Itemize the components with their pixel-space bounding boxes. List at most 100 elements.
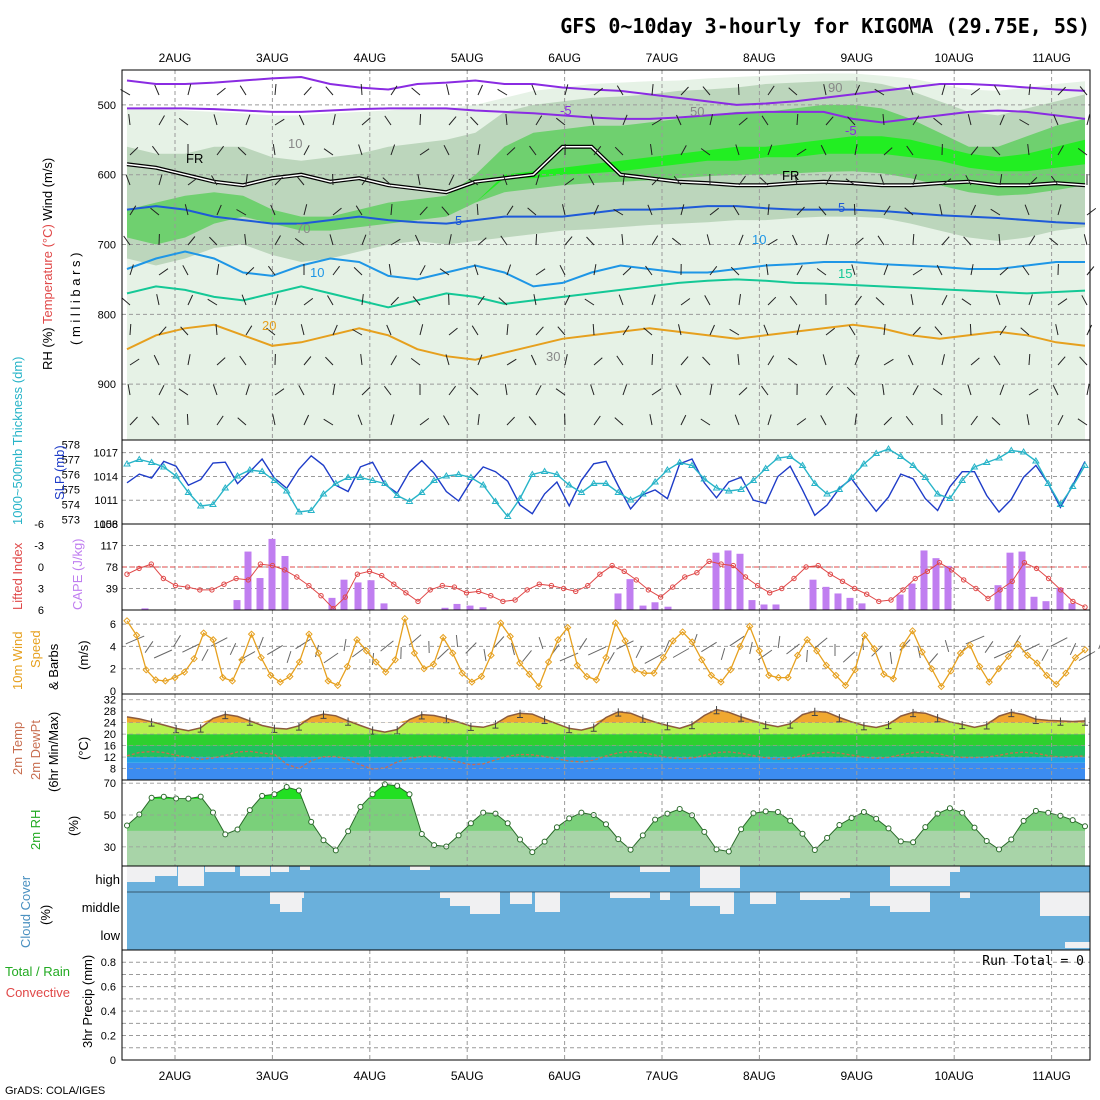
freezing-level-line xyxy=(126,146,1086,193)
thickness-marker xyxy=(442,472,451,479)
cape-bar xyxy=(479,607,487,610)
wind-barb xyxy=(854,414,857,426)
wind-barb xyxy=(700,418,711,426)
wind10m-panel: 6 4 2 0 10m Wind Speed & Barbs (m/s) xyxy=(10,609,1100,698)
wind-barb xyxy=(936,264,943,276)
wind-barb xyxy=(1055,324,1059,336)
wind-speed-marker xyxy=(851,666,859,674)
lifted-index-marker xyxy=(1045,575,1052,582)
wind-barb xyxy=(735,144,740,156)
wind-barb xyxy=(1057,86,1066,96)
wind-barb xyxy=(215,323,218,336)
thickness-marker xyxy=(1031,457,1040,464)
cape-bar xyxy=(908,583,916,610)
cape-bar xyxy=(141,608,149,610)
wind-barb xyxy=(1057,145,1064,156)
cape-tick-label: 117 xyxy=(100,541,118,553)
mid-cloud-block xyxy=(720,892,734,914)
cape-tick-label: 156 xyxy=(100,519,118,531)
thickness-marker xyxy=(491,497,500,504)
lifted-index-marker xyxy=(633,577,639,583)
wind-barb xyxy=(933,117,943,126)
wind-barb xyxy=(559,264,566,276)
wind-barb xyxy=(676,114,682,126)
lifted-index-marker xyxy=(585,582,591,589)
lifted-index-marker xyxy=(294,574,300,580)
wind-speed-marker xyxy=(803,636,811,644)
wind-barb xyxy=(912,385,919,396)
wind-speed-marker xyxy=(688,638,696,646)
low-cloud-block xyxy=(1065,942,1090,948)
wind-barb xyxy=(761,115,769,126)
wind-speed-marker xyxy=(353,636,361,644)
thickness-marker xyxy=(479,481,488,488)
wind-barb xyxy=(995,294,1001,306)
thickness-marker xyxy=(221,484,230,491)
wind-barb xyxy=(332,265,341,276)
wind-barb xyxy=(272,414,276,426)
lifted-index-marker xyxy=(172,582,179,589)
thickness-marker xyxy=(1019,448,1028,455)
wind-barb xyxy=(522,650,532,662)
thickness-marker xyxy=(381,479,389,486)
wind-barb xyxy=(323,148,334,156)
rh2m-marker xyxy=(124,822,130,829)
wind-barb xyxy=(590,384,595,396)
wind-barb xyxy=(984,641,994,653)
wind-barb xyxy=(477,237,487,246)
precip-total-label: Total / Rain xyxy=(5,964,70,979)
li-tick-label: 3 xyxy=(38,584,44,596)
date-label-top: 7AUG xyxy=(646,51,679,65)
wind-barb xyxy=(412,296,421,306)
wind-barb xyxy=(419,324,424,336)
rh2m-marker xyxy=(824,834,831,841)
temp-band xyxy=(127,757,1085,763)
wind-barb xyxy=(993,649,1013,659)
wind-barb xyxy=(355,205,363,216)
wind-barb xyxy=(448,327,458,336)
wind-barb xyxy=(410,357,421,366)
thickness-tick-label: 577 xyxy=(62,455,80,467)
rh2m-marker xyxy=(210,809,216,816)
wind-barb xyxy=(527,207,537,216)
wind-barb xyxy=(1086,114,1091,126)
wind-barb xyxy=(408,634,422,646)
wind-barb xyxy=(361,387,371,396)
wind-barb xyxy=(593,204,599,216)
wind-barb xyxy=(477,295,485,306)
wind-barb xyxy=(883,264,889,276)
pressure-tick-label: 500 xyxy=(98,100,116,112)
rh2m-panel: 70 50 30 2m RH (%) xyxy=(28,778,1091,867)
thickness-marker xyxy=(872,449,881,456)
wind-speed-marker xyxy=(717,678,725,686)
cape-bar xyxy=(639,605,647,610)
lifted-index-marker xyxy=(160,575,167,582)
thickness-marker xyxy=(331,479,340,486)
wind-barb xyxy=(963,236,972,246)
wind-barb xyxy=(352,646,366,658)
thickness-marker xyxy=(307,506,316,513)
wind-speed-marker xyxy=(995,665,1003,673)
wind-barb xyxy=(825,234,829,246)
lifted-index-marker xyxy=(936,560,943,566)
wind-barb xyxy=(853,203,856,216)
lifted-index-marker xyxy=(536,581,542,587)
cape-ylabel: CAPE (J/kg) xyxy=(70,538,85,610)
wind-barb xyxy=(1028,353,1031,366)
wind-barb xyxy=(1022,265,1030,276)
wind-barb xyxy=(1086,384,1090,396)
wind-speed-marker xyxy=(209,636,217,644)
wind-barb xyxy=(1027,144,1030,156)
lifted-index-marker xyxy=(730,562,736,569)
wind-barb xyxy=(239,85,247,96)
wind-barb xyxy=(390,355,397,366)
wind-barb xyxy=(874,88,885,96)
lifted-index-marker xyxy=(281,567,288,573)
wind-barb xyxy=(927,653,939,665)
wind-barb xyxy=(664,639,670,653)
wind-barb xyxy=(477,414,480,426)
wind-barb xyxy=(448,116,457,126)
lifted-index-marker xyxy=(124,571,130,577)
wind-speed-marker xyxy=(247,630,256,638)
wind-barb xyxy=(274,294,279,306)
